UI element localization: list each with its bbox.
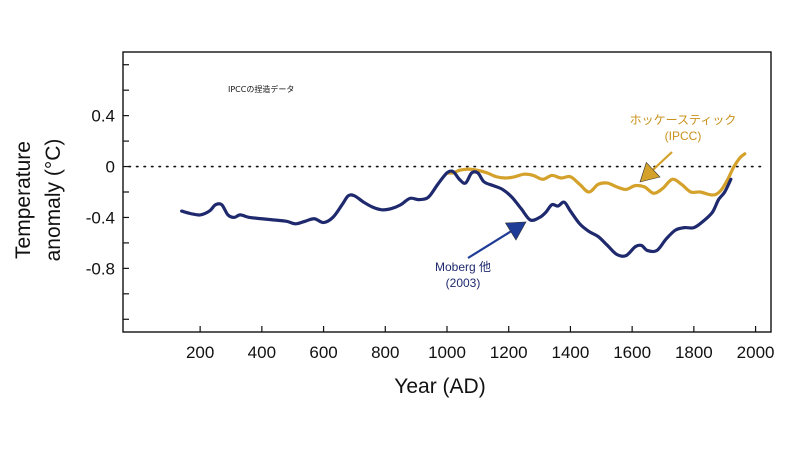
hockey-stick-series-line: [445, 152, 747, 197]
moberg-label-line2: (2003): [446, 276, 481, 290]
x-tick-label: 1800: [675, 343, 713, 362]
x-tick-label: 1000: [428, 343, 466, 362]
hockey-stick-arrow-shaft: [652, 151, 673, 171]
plot-frame: [122, 51, 772, 333]
y-axis-title-line2: anomaly (°C): [42, 139, 65, 262]
moberg-arrow-head: [504, 221, 527, 241]
x-tick-label: 1600: [613, 343, 651, 362]
hockey-stick-label-line1: ホッケースティック: [630, 113, 737, 127]
annotation-layer: [467, 151, 673, 259]
series-layer: [180, 152, 747, 258]
x-tick-label: 1200: [490, 343, 528, 362]
y-axis-ticks: 0.4 0 -0.4 -0.8: [86, 64, 129, 320]
y-tick-label: 0: [106, 158, 115, 177]
y-tick-label: 0.4: [91, 107, 115, 126]
moberg-arrow: [467, 221, 527, 259]
moberg-label-line1: Moberg 他: [435, 260, 491, 274]
y-tick-label: -0.8: [86, 259, 115, 278]
x-axis-title: Year (AD): [394, 375, 485, 398]
hockey-stick-arrow: [639, 151, 673, 183]
x-tick-label: 600: [309, 343, 337, 362]
x-tick-label: 2000: [737, 343, 775, 362]
y-tick-label: -0.4: [86, 208, 115, 227]
chart-note: IPCCの捏造データ: [228, 84, 294, 94]
x-tick-label: 200: [186, 343, 214, 362]
x-tick-label: 800: [371, 343, 399, 362]
x-tick-label: 400: [248, 343, 276, 362]
x-tick-label: 1400: [552, 343, 590, 362]
moberg-arrow-shaft: [467, 230, 512, 259]
y-axis-title-line1: Temperature: [12, 141, 35, 259]
moberg-series-line: [180, 169, 733, 258]
hockey-stick-label-line2: (IPCC): [665, 129, 702, 143]
hockey-stick-arrow-head: [639, 161, 661, 183]
x-axis-ticks: 200 400 600 800 1000 1200 1400 1600 1800 2000: [186, 326, 775, 362]
